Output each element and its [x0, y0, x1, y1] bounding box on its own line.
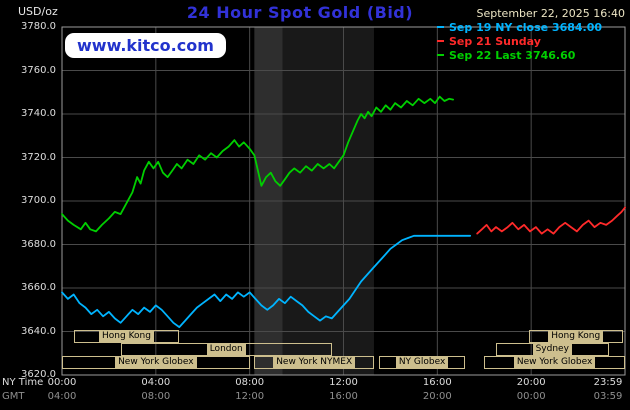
kitco-watermark-link[interactable]: www.kitco.com [65, 33, 226, 58]
session-label: Sydney [532, 344, 572, 355]
session-box-ny-globex: NY Globex [378, 356, 466, 369]
session-label: New York Globex [513, 357, 596, 368]
x-axis-gmt-label: 08:00 [141, 391, 171, 402]
x-axis-ny-label: 23:59 [593, 377, 623, 388]
datetime-label: September 22, 2025 16:40 [476, 7, 625, 20]
legend-marker-dash-icon [437, 54, 444, 56]
x-axis-gmt-label: 16:00 [329, 391, 358, 402]
legend-marker-dash-icon [437, 40, 444, 42]
session-box-new-york-globex: New York Globex [484, 356, 625, 369]
legend: Sep 19 NY close 3684.00 Sep 21 Sunday Se… [437, 20, 602, 62]
x-axis-ny-label: 00:00 [47, 377, 77, 388]
session-label: New York Globex [115, 357, 197, 368]
x-axis-gmt-label: 20:00 [422, 391, 452, 402]
gmt-axis-label: GMT [2, 391, 25, 402]
x-axis-gmt-label: 04:00 [47, 391, 77, 402]
y-axis-label: 3640.0 [21, 325, 56, 337]
x-axis-gmt-label: 12:00 [235, 391, 265, 402]
session-label: New York NYMEX [273, 357, 356, 368]
session-label: Hong Kong [548, 331, 604, 342]
legend-label: Sep 21 Sunday [449, 34, 541, 48]
legend-label: Sep 22 Last 3746.60 [449, 48, 576, 62]
session-box-sydney: Sydney [495, 343, 609, 356]
x-axis-ny-label: 08:00 [235, 377, 265, 388]
ny-time-axis-label: NY Time [2, 377, 44, 388]
session-box-new-york-globex: New York Globex [62, 356, 250, 369]
x-axis-ny-label: 16:00 [422, 377, 452, 388]
y-axis-label: 3740.0 [21, 108, 56, 119]
x-axis-ny-label: 04:00 [141, 377, 171, 388]
legend-item: Sep 22 Last 3746.60 [437, 48, 602, 62]
x-axis-ny-label: 12:00 [329, 377, 358, 388]
session-box-london: London [120, 343, 332, 356]
legend-marker-dash-icon [437, 26, 444, 28]
legend-item: Sep 19 NY close 3684.00 [437, 20, 602, 34]
x-axis-gmt-label: 03:59 [593, 391, 623, 402]
session-box-hong-kong: Hong Kong [73, 330, 180, 343]
x-axis-ny-label: 20:00 [516, 377, 546, 388]
chart-title: 24 Hour Spot Gold (Bid) [186, 3, 414, 22]
y-axis-label: 3660.0 [21, 282, 56, 293]
session-box-new-york-nymex: New York NYMEX [254, 356, 374, 369]
y-axis-label: 3620.0 [21, 369, 56, 380]
y-axis-label: 3780.0 [21, 21, 56, 32]
x-axis-gmt-label: 00:00 [516, 391, 546, 402]
y-axis-label: 3700.0 [21, 195, 56, 206]
session-label: Hong Kong [99, 331, 154, 342]
session-box-hong-kong: Hong Kong [528, 330, 623, 343]
y-axis-label: 3720.0 [21, 151, 56, 163]
legend-item: Sep 21 Sunday [437, 34, 602, 48]
y-axis-label: 3760.0 [21, 64, 56, 76]
session-label: NY Globex [395, 357, 449, 368]
units-label: USD/oz [18, 5, 58, 18]
legend-label: Sep 19 NY close 3684.00 [449, 20, 603, 34]
session-label: London [206, 344, 246, 355]
y-axis-label: 3680.0 [21, 238, 56, 250]
